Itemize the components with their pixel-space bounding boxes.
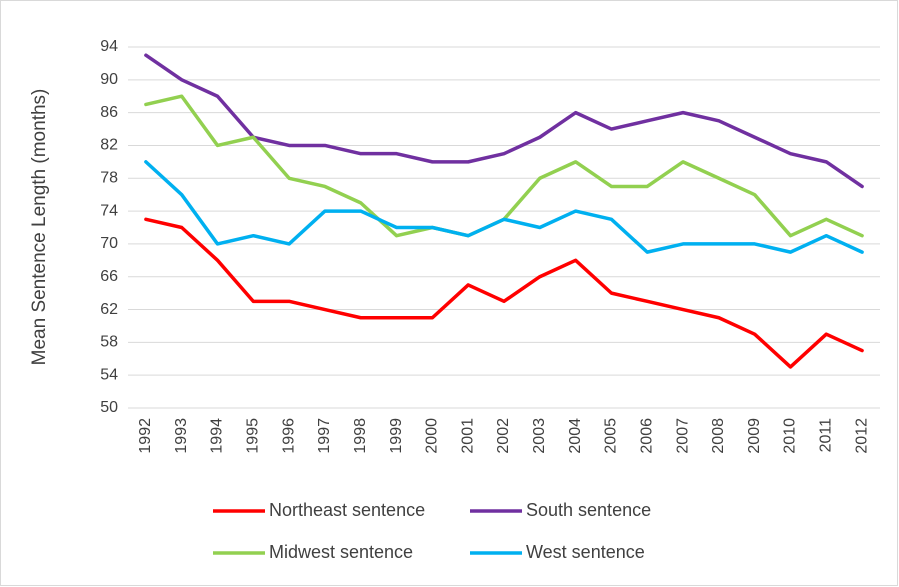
legend-label: South sentence [526,500,651,520]
y-axis-label: Mean Sentence Length (months) [29,89,50,366]
x-tick-label: 1992 [137,418,154,454]
y-tick-label: 50 [100,399,118,416]
x-tick-label: 2007 [674,418,691,454]
x-tick-label: 1997 [316,418,333,454]
x-tick-label: 1999 [388,418,405,454]
y-tick-label: 86 [100,104,118,121]
y-tick-label: 82 [100,137,118,154]
x-tick-label: 2009 [746,418,763,454]
x-tick-label: 1995 [245,418,262,454]
x-tick-label: 2006 [638,418,655,454]
y-tick-label: 74 [100,202,118,219]
legend-label: Midwest sentence [269,542,413,562]
x-tick-label: 2010 [782,418,799,454]
series-line [144,53,864,189]
y-tick-label: 90 [100,71,118,88]
x-tick-label: 2004 [567,418,584,454]
x-tick-label: 2005 [603,418,620,454]
y-tick-label: 66 [100,268,118,285]
y-tick-label: 78 [100,169,118,186]
legend-label: Northeast sentence [269,500,425,520]
series-line [144,160,864,254]
y-tick-label: 58 [100,334,118,351]
x-tick-label: 2001 [459,418,476,454]
y-tick-label: 70 [100,235,118,252]
x-tick-label: 2003 [531,418,548,454]
x-tick-label: 2000 [424,418,441,454]
y-tick-label: 94 [100,38,118,55]
legend-label: West sentence [526,542,645,562]
series-line [144,217,864,369]
y-tick-label: 54 [100,366,118,383]
x-tick-label: 1993 [173,418,190,454]
y-tick-label: 62 [100,301,118,318]
x-tick-label: 2012 [853,418,870,454]
x-tick-label: 2002 [495,418,512,454]
x-tick-label: 2011 [818,418,835,453]
x-tick-label: 1998 [352,418,369,454]
x-tick-label: 1994 [209,418,226,454]
x-tick-label: 2008 [710,418,727,454]
x-tick-label: 1996 [280,418,297,454]
